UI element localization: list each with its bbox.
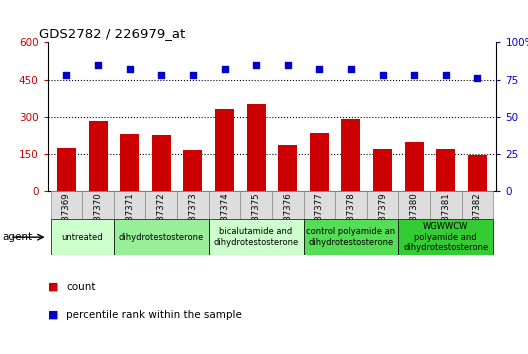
Bar: [278, 145, 297, 191]
Bar: [310, 133, 329, 191]
Text: GSM187379: GSM187379: [378, 193, 387, 245]
Text: ■: ■: [48, 310, 58, 320]
FancyBboxPatch shape: [114, 191, 146, 219]
Point: [410, 72, 418, 78]
Point: [441, 72, 450, 78]
FancyBboxPatch shape: [146, 191, 177, 219]
Bar: [183, 150, 202, 191]
Bar: [57, 148, 76, 191]
Bar: [342, 119, 361, 191]
Point: [252, 62, 260, 68]
Text: GSM187369: GSM187369: [62, 193, 71, 245]
Point: [379, 72, 387, 78]
Point: [220, 67, 229, 72]
Point: [347, 67, 355, 72]
Text: dihydrotestosterone: dihydrotestosterone: [119, 233, 204, 242]
FancyBboxPatch shape: [209, 191, 240, 219]
FancyBboxPatch shape: [114, 219, 209, 255]
FancyBboxPatch shape: [335, 191, 367, 219]
FancyBboxPatch shape: [304, 191, 335, 219]
FancyBboxPatch shape: [461, 191, 493, 219]
Point: [188, 72, 197, 78]
Point: [284, 62, 292, 68]
Text: GSM187378: GSM187378: [346, 193, 355, 245]
Text: bicalutamide and
dihydrotestosterone: bicalutamide and dihydrotestosterone: [213, 228, 299, 247]
Text: WGWWCW
polyamide and
dihydrotestosterone: WGWWCW polyamide and dihydrotestosterone: [403, 222, 488, 252]
Text: ■: ■: [48, 282, 58, 292]
Text: GSM187371: GSM187371: [125, 193, 134, 245]
FancyBboxPatch shape: [430, 191, 461, 219]
Text: GSM187370: GSM187370: [93, 193, 102, 245]
Point: [315, 67, 324, 72]
Point: [94, 62, 102, 68]
FancyBboxPatch shape: [240, 191, 272, 219]
Text: GSM187374: GSM187374: [220, 193, 229, 245]
Text: GSM187372: GSM187372: [157, 193, 166, 245]
Text: GSM187381: GSM187381: [441, 193, 450, 245]
Text: GSM187377: GSM187377: [315, 193, 324, 245]
Bar: [373, 149, 392, 191]
FancyBboxPatch shape: [398, 191, 430, 219]
Text: agent: agent: [3, 232, 33, 242]
FancyBboxPatch shape: [51, 219, 114, 255]
Text: count: count: [66, 282, 96, 292]
Bar: [152, 135, 171, 191]
FancyBboxPatch shape: [82, 191, 114, 219]
Point: [473, 75, 482, 81]
Text: GDS2782 / 226979_at: GDS2782 / 226979_at: [39, 27, 185, 40]
Point: [62, 72, 71, 78]
Point: [157, 72, 165, 78]
Bar: [89, 120, 108, 191]
FancyBboxPatch shape: [304, 219, 398, 255]
Text: untreated: untreated: [61, 233, 103, 242]
FancyBboxPatch shape: [272, 191, 304, 219]
FancyBboxPatch shape: [51, 191, 82, 219]
Text: percentile rank within the sample: percentile rank within the sample: [66, 310, 242, 320]
Bar: [120, 134, 139, 191]
Text: GSM187382: GSM187382: [473, 193, 482, 245]
Bar: [468, 155, 487, 191]
Bar: [436, 149, 455, 191]
Text: GSM187376: GSM187376: [283, 193, 292, 245]
Text: GSM187375: GSM187375: [252, 193, 261, 245]
Point: [126, 67, 134, 72]
FancyBboxPatch shape: [367, 191, 398, 219]
FancyBboxPatch shape: [177, 191, 209, 219]
FancyBboxPatch shape: [209, 219, 304, 255]
Text: control polyamide an
dihydrotestosterone: control polyamide an dihydrotestosterone: [306, 228, 395, 247]
Text: GSM187373: GSM187373: [188, 193, 197, 245]
FancyBboxPatch shape: [398, 219, 493, 255]
Bar: [215, 109, 234, 191]
Bar: [404, 142, 423, 191]
Text: GSM187380: GSM187380: [410, 193, 419, 245]
Bar: [247, 104, 266, 191]
